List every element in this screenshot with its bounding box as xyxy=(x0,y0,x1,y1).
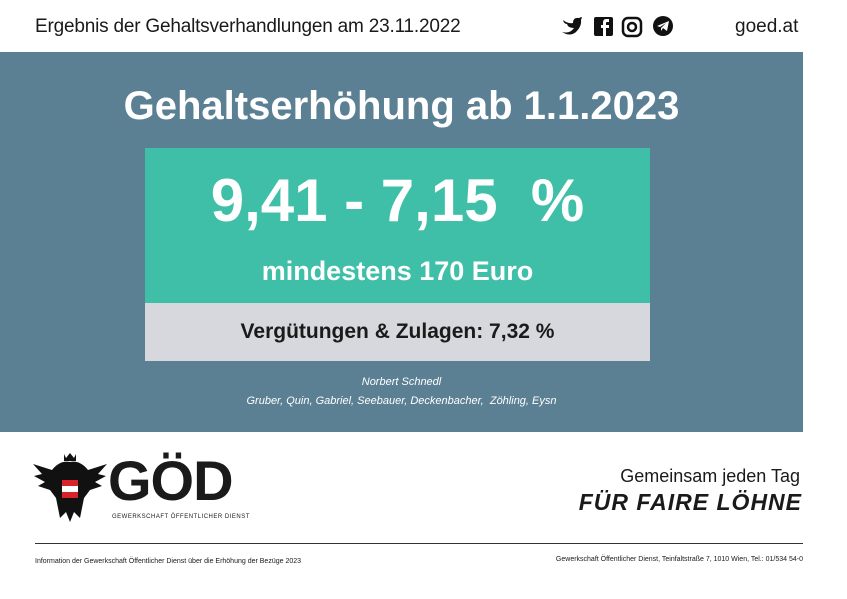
raise-range: 9,41 - 7,15 % xyxy=(210,167,585,234)
author: Norbert Schnedl xyxy=(361,376,442,388)
footer-left: Information der Gewerkschaft Öffentliche… xyxy=(35,558,302,565)
social-icons xyxy=(562,16,673,38)
logo-text: GÖD xyxy=(108,449,234,512)
facebook-f xyxy=(601,19,609,36)
eagle-crown xyxy=(64,453,76,461)
twitter-icon[interactable] xyxy=(562,17,582,35)
footer-rule xyxy=(35,543,803,544)
slogan-line1: Gemeinsam jeden Tag xyxy=(620,466,800,486)
header-title: Ergebnis der Gehaltsverhandlungen am 23.… xyxy=(35,16,461,37)
raise-minimum: mindestens 170 Euro xyxy=(261,256,534,286)
slogan-line2: FÜR FAIRE LÖHNE xyxy=(578,489,802,515)
site-link[interactable]: goed.at xyxy=(735,16,799,37)
footer-right: Gewerkschaft Öffentlicher Dienst, Teinfa… xyxy=(555,556,803,563)
instagram-icon[interactable] xyxy=(621,16,643,38)
team: Gruber, Quin, Gabriel, Seebauer, Deckenb… xyxy=(246,395,557,407)
logo-subtitle: Gewerkschaft Öffentlicher Dienst xyxy=(112,514,250,520)
instagram-lens xyxy=(626,21,638,33)
allowances-box: Vergütungen & Zulagen: 7,32 % xyxy=(145,303,650,361)
banner: Gehaltserhöhung ab 1.1.2023 9,41 - 7,15 … xyxy=(0,52,803,432)
telegram-plane xyxy=(657,21,669,31)
eagle-logo xyxy=(33,453,107,522)
banner-heading: Gehaltserhöhung ab 1.1.2023 xyxy=(123,84,680,128)
shield-white xyxy=(62,486,78,492)
highlight-box: 9,41 - 7,15 % mindestens 170 Euro xyxy=(145,148,650,303)
allowances: Vergütungen & Zulagen: 7,32 % xyxy=(240,320,555,343)
